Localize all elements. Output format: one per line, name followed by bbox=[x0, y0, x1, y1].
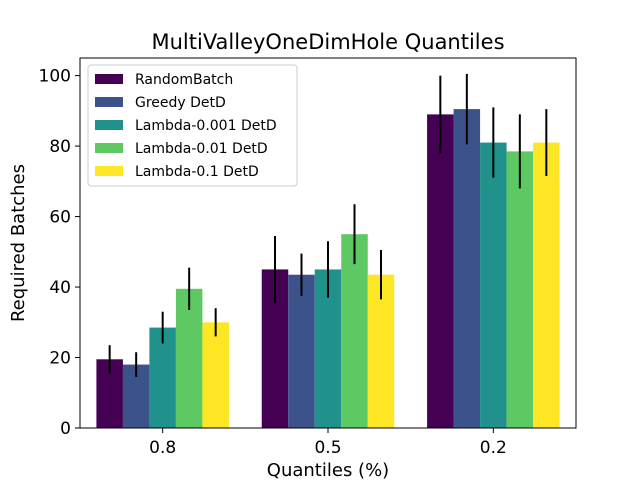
y-axis-label: Required Batches bbox=[8, 164, 29, 322]
legend-label-3: Lambda-0.01 DetD bbox=[135, 141, 268, 157]
x-axis: 0.8 0.5 0.2 bbox=[149, 428, 507, 458]
legend-label-0: RandomBatch bbox=[135, 72, 233, 88]
x-tick-label-0: 0.8 bbox=[149, 438, 176, 458]
legend-swatch-2 bbox=[95, 120, 123, 130]
y-tick-label-2: 40 bbox=[49, 278, 71, 298]
y-tick-label-4: 80 bbox=[49, 137, 71, 157]
bar-4-1 bbox=[367, 274, 395, 428]
x-tick-label-2: 0.2 bbox=[480, 438, 507, 458]
legend-label-2: Lambda-0.001 DetD bbox=[135, 118, 277, 134]
legend-swatch-0 bbox=[95, 74, 123, 84]
bar-2-2 bbox=[480, 142, 507, 429]
legend-label-1: Greedy DetD bbox=[135, 95, 226, 111]
error-bars-layer bbox=[108, 73, 548, 377]
legend-swatch-3 bbox=[95, 143, 123, 153]
y-axis: 0 20 40 60 80 100 bbox=[39, 67, 80, 439]
legend-label-4: Lambda-0.1 DetD bbox=[135, 164, 259, 180]
bar-4-2 bbox=[533, 142, 560, 429]
bar-3-0 bbox=[175, 288, 203, 428]
y-tick-label-3: 60 bbox=[49, 208, 71, 228]
bars-layer bbox=[96, 109, 560, 429]
legend: RandomBatch Greedy DetD Lambda-0.001 DetD L… bbox=[87, 64, 298, 187]
x-tick-label-1: 0.5 bbox=[314, 438, 341, 458]
y-tick-label-5: 100 bbox=[39, 67, 71, 87]
y-tick-label-0: 0 bbox=[60, 419, 71, 439]
bar-3-2 bbox=[506, 151, 534, 428]
x-axis-label: Quantiles (%) bbox=[267, 460, 389, 480]
chart-title: MultiValleyOneDimHole Quantiles bbox=[151, 30, 504, 54]
legend-swatch-4 bbox=[95, 166, 123, 176]
legend-swatch-1 bbox=[95, 97, 123, 107]
bar-3-1 bbox=[341, 234, 368, 428]
bar-4-0 bbox=[202, 322, 229, 428]
bar-1-2 bbox=[453, 109, 481, 428]
bar-2-0 bbox=[149, 327, 176, 428]
legend-box bbox=[87, 64, 298, 187]
bar-0-2 bbox=[427, 114, 454, 428]
y-tick-label-1: 20 bbox=[49, 349, 71, 369]
bar-1-1 bbox=[288, 274, 315, 428]
